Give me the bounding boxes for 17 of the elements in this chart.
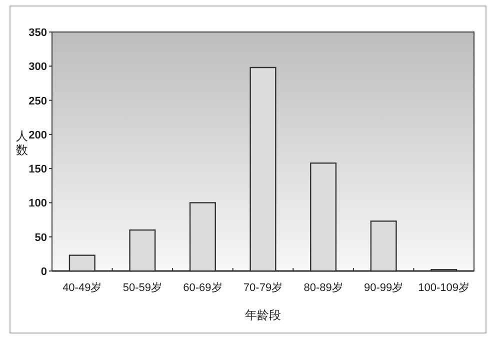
y-tick-label: 100 [28, 198, 47, 210]
y-tick-label: 0 [40, 266, 47, 278]
x-tick-label: 40-49岁 [62, 282, 102, 294]
x-tick-label: 50-59岁 [122, 282, 162, 294]
x-tick-label: 80-89岁 [304, 282, 343, 294]
x-axis-title: 年龄段 [245, 308, 281, 322]
x-tick-label: 100-109岁 [418, 282, 470, 294]
y-tick-label: 350 [28, 27, 47, 39]
x-tick-label: 90-99岁 [364, 282, 404, 294]
y-tick-label: 50 [34, 232, 47, 244]
y-tick-label: 250 [28, 95, 47, 108]
y-tick-label: 200 [28, 129, 47, 142]
y-tick-label: 150 [28, 164, 47, 176]
x-tick-label: 70-79岁 [243, 282, 283, 294]
y-axis-title: 人数 [16, 129, 28, 157]
x-tick-label: 60-69岁 [183, 282, 222, 294]
y-tick-label: 300 [28, 61, 47, 74]
